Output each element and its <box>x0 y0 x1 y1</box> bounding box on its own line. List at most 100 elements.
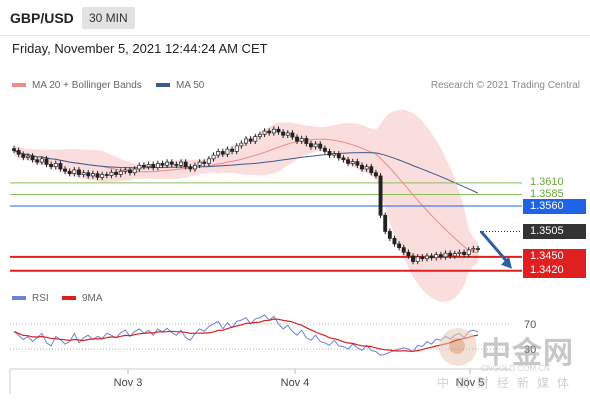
candle-down <box>290 132 295 138</box>
legend-bb-swatch <box>12 83 26 88</box>
candle-down <box>49 164 54 168</box>
candle-down <box>12 148 16 151</box>
candle-down <box>220 151 225 155</box>
level-label-1.3610: 1.3610 <box>530 176 564 189</box>
candle-down <box>336 153 341 159</box>
candle-up <box>244 138 248 144</box>
candle-down <box>58 163 63 170</box>
credit-text: Research © 2021 Trading Central <box>430 80 580 91</box>
candle-down <box>114 171 119 175</box>
candle-up <box>457 251 462 254</box>
rsi-tick-label: 30 <box>524 344 536 356</box>
legend-bb-label: MA 20 + Bollinger Bands <box>32 80 142 91</box>
legend-bb: MA 20 + Bollinger Bands <box>12 80 142 91</box>
candle-up <box>132 168 137 174</box>
candle-up <box>452 253 457 257</box>
candle-down <box>438 254 443 258</box>
candle-up <box>350 161 355 164</box>
forecast-arrow-head-icon <box>501 256 512 269</box>
candle-down <box>401 247 406 253</box>
candle-up <box>434 254 439 259</box>
symbol-label: GBP/USD <box>10 10 74 26</box>
candle-up <box>197 161 202 166</box>
candle-up <box>313 143 318 148</box>
legend-ma50: MA 50 <box>156 80 204 91</box>
candle-up <box>118 170 123 175</box>
candle-up <box>123 169 128 172</box>
candle-up <box>234 145 239 152</box>
candle-up <box>466 249 471 255</box>
candle-down <box>188 166 193 170</box>
candle-up <box>257 133 262 137</box>
candle-down <box>341 157 346 161</box>
candle-up <box>299 138 304 142</box>
candle-down <box>304 138 309 144</box>
legend-rsi-label: RSI <box>32 293 49 304</box>
candle-up <box>262 130 267 135</box>
candle-down <box>295 136 299 142</box>
ma50-line <box>13 150 479 194</box>
candle-down <box>411 255 415 262</box>
candle-up <box>137 164 142 170</box>
watermark-url: CNGOLD.COM.CN <box>481 364 550 373</box>
legend-ma50-swatch <box>156 83 170 88</box>
candle-down <box>392 238 397 245</box>
candle-up <box>425 255 429 260</box>
level-label-1.3420: 1.3420 <box>523 263 586 279</box>
candle-up <box>471 248 476 251</box>
candle-up <box>285 132 290 136</box>
candle-up <box>165 161 170 166</box>
candle-up <box>100 174 105 178</box>
candle-down <box>378 175 383 216</box>
watermark-logo-inner-icon <box>449 338 465 354</box>
candle-down <box>267 130 272 134</box>
level-label-1.3560: 1.3560 <box>523 198 586 214</box>
candle-up <box>90 173 95 177</box>
candle-down <box>128 169 132 174</box>
candle-down <box>44 158 49 165</box>
candle-up <box>39 158 44 163</box>
legend-9ma: 9MA <box>62 293 103 304</box>
candle-up <box>25 155 30 158</box>
candle-down <box>67 170 72 174</box>
candle-down <box>318 143 323 149</box>
candle-down <box>369 166 374 174</box>
watermark-tagline: 中国财经新媒体 <box>437 376 578 390</box>
candle-up <box>364 166 369 170</box>
candle-up <box>155 163 160 168</box>
candle-down <box>169 161 174 165</box>
candle-down <box>16 150 21 155</box>
candle-down <box>327 151 332 156</box>
candle-down <box>429 255 434 259</box>
legend-9ma-swatch <box>62 296 76 301</box>
x-tick-label: Nov 4 <box>281 377 310 389</box>
candle-up <box>72 169 77 174</box>
bollinger-band <box>14 109 478 302</box>
candle-up <box>415 256 420 262</box>
candle-down <box>35 159 40 163</box>
candle-down <box>86 172 91 177</box>
rsi-line <box>13 314 479 356</box>
candle-down <box>248 138 253 142</box>
candle-down <box>346 159 351 164</box>
candle-down <box>397 243 402 248</box>
candle-down <box>160 163 165 166</box>
candle-up <box>146 164 151 168</box>
candle-down <box>183 161 188 168</box>
candle-down <box>309 143 313 148</box>
candle-up <box>225 148 230 155</box>
legend-9ma-label: 9MA <box>82 293 103 304</box>
timeframe-button[interactable]: 30 MIN <box>82 7 135 29</box>
candle-down <box>406 251 411 257</box>
candle-down <box>104 174 109 176</box>
x-tick-label: Nov 5 <box>456 377 485 389</box>
level-label-1.3505: 1.3505 <box>523 223 586 239</box>
candle-up <box>253 136 258 142</box>
candle-down <box>355 161 360 166</box>
candle-down <box>322 147 327 152</box>
candle-down <box>230 148 235 152</box>
candle-up <box>211 154 216 160</box>
candle-down <box>420 256 425 260</box>
candle-down <box>151 164 156 168</box>
